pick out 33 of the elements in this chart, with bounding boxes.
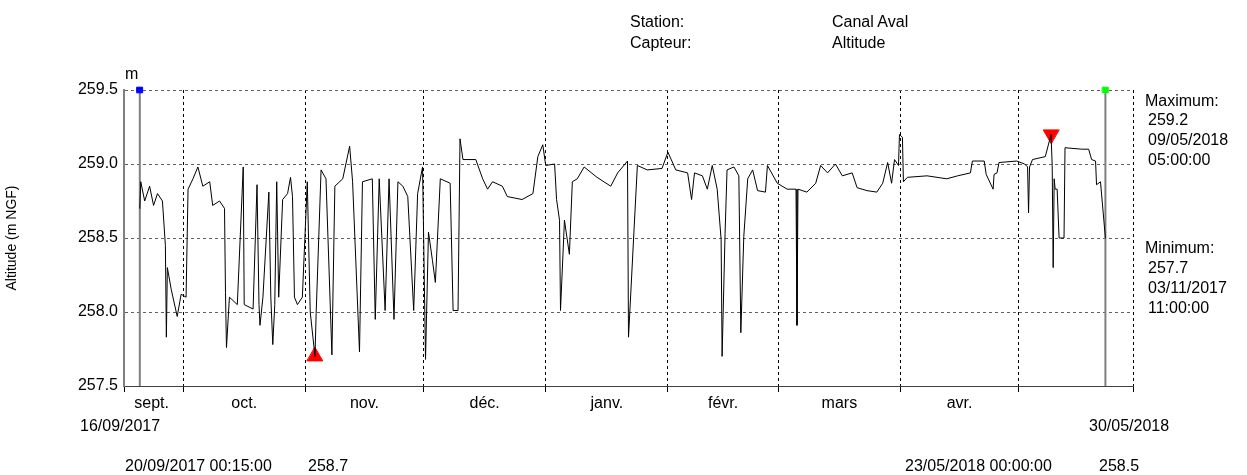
x-tick-label: nov. (349, 394, 379, 412)
text: m (125, 65, 139, 83)
text: 09/05/2018 (1148, 131, 1229, 149)
text: 05:00:00 (1148, 151, 1211, 169)
text: 20/09/2017 00:15:00 (125, 457, 272, 475)
text: Canal Aval (832, 13, 909, 31)
text: Maximum: (1145, 92, 1219, 110)
text: 257.7 (1148, 259, 1189, 277)
x-tick-label: déc. (469, 394, 500, 412)
text: 258.7 (308, 457, 349, 475)
text: Altitude (832, 34, 886, 52)
y-tick-label: 257.5 (77, 376, 119, 394)
text: 16/09/2017 (80, 417, 161, 435)
x-tick-label: avr. (946, 394, 973, 412)
y-tick-label: 259.5 (77, 80, 119, 98)
y-tick-label: 259.0 (77, 154, 119, 172)
text: Station: (630, 13, 685, 31)
x-tick-label: mars (821, 394, 858, 412)
text: 258.5 (1099, 457, 1140, 475)
x-tick-label: févr. (707, 394, 739, 412)
text: Capteur: (630, 34, 692, 52)
y-tick-label: 258.0 (77, 302, 119, 320)
x-tick-label: oct. (231, 394, 258, 412)
text: 23/05/2018 00:00:00 (905, 457, 1052, 475)
y-tick-label: 258.5 (77, 228, 119, 246)
text: Minimum: (1145, 239, 1215, 257)
x-tick-label: janv. (589, 394, 624, 412)
text: 259.2 (1148, 111, 1189, 129)
text: 30/05/2018 (1089, 417, 1170, 435)
y-axis-title: Altitude (m NGF) (3, 185, 20, 291)
x-tick-label: sept. (134, 394, 169, 412)
text: 11:00:00 (1148, 299, 1210, 317)
text: 03/11/2017 (1148, 279, 1227, 297)
